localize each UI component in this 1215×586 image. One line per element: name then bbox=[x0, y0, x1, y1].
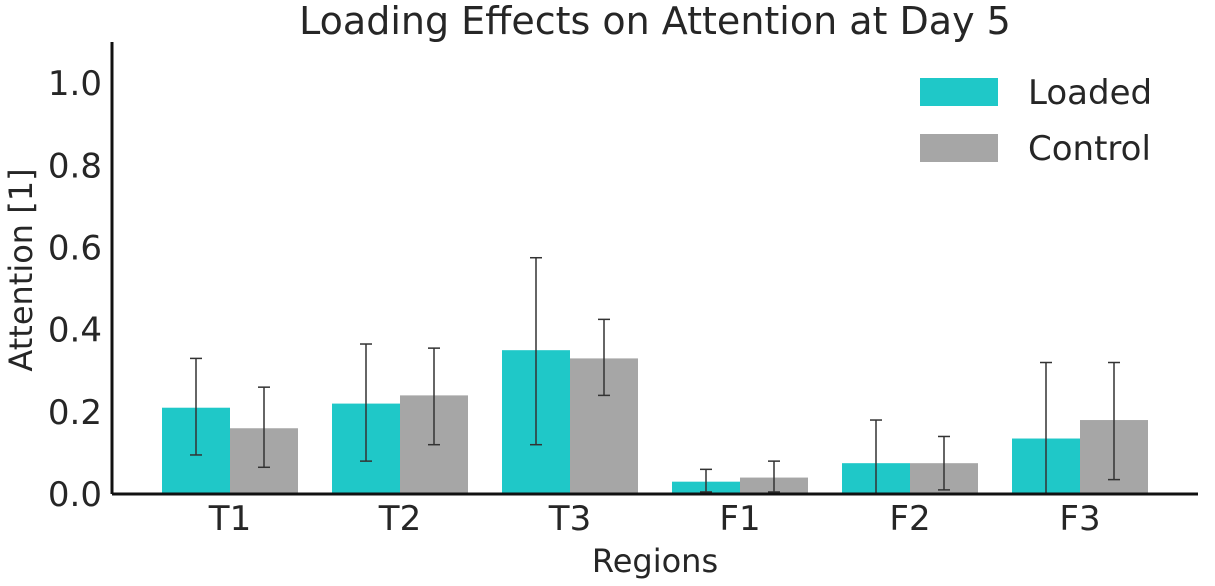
chart-title: Loading Effects on Attention at Day 5 bbox=[299, 0, 1011, 43]
x-axis-label: Regions bbox=[592, 542, 718, 580]
error-bar-control-f3 bbox=[1108, 361, 1120, 481]
legend: Loaded Control bbox=[920, 73, 1152, 169]
legend-swatch-control bbox=[920, 134, 998, 162]
error-bar-control-t3 bbox=[598, 318, 610, 397]
x-tick-label-t2: T2 bbox=[378, 499, 421, 539]
error-bar-control-f1 bbox=[768, 460, 780, 493]
y-tick-label-1-0: 1.0 bbox=[48, 64, 102, 104]
chart-axes: T1 T2 T3 F1 F2 F3 0.0 0.2 0.4 0.6 0.8 1.0 bbox=[48, 42, 1198, 539]
y-tick-label-0-8: 0.8 bbox=[48, 146, 102, 186]
error-bar-control-f2 bbox=[938, 435, 950, 491]
y-tick-label-0-0: 0.0 bbox=[48, 475, 102, 515]
error-bar-loaded-f1 bbox=[700, 468, 712, 493]
error-bar-loaded-t3 bbox=[530, 256, 542, 446]
x-tick-label-f2: F2 bbox=[889, 499, 930, 539]
error-bar-loaded-t2 bbox=[360, 343, 372, 462]
legend-label-control: Control bbox=[1028, 129, 1151, 169]
y-tick-label-0-2: 0.2 bbox=[48, 393, 102, 433]
chart-marks bbox=[162, 256, 1148, 495]
error-bar-control-t2 bbox=[428, 347, 440, 446]
x-tick-label-f3: F3 bbox=[1059, 499, 1100, 539]
y-tick-label-0-6: 0.6 bbox=[48, 228, 102, 268]
legend-swatch-loaded bbox=[920, 78, 998, 106]
x-tick-label-t1: T1 bbox=[208, 499, 251, 539]
error-bar-control-t1 bbox=[258, 386, 270, 469]
x-tick-label-t3: T3 bbox=[548, 499, 591, 539]
x-tick-label-f1: F1 bbox=[719, 499, 760, 539]
legend-label-loaded: Loaded bbox=[1028, 73, 1152, 113]
y-axis-label: Attention [1] bbox=[2, 168, 40, 371]
y-tick-label-0-4: 0.4 bbox=[48, 311, 102, 351]
error-bar-loaded-t1 bbox=[190, 357, 202, 456]
